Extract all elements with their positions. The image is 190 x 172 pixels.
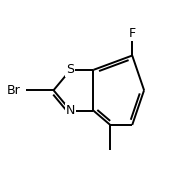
Text: N: N: [66, 104, 75, 117]
Text: F: F: [129, 27, 136, 40]
Text: Br: Br: [7, 84, 21, 97]
Text: S: S: [66, 63, 74, 76]
